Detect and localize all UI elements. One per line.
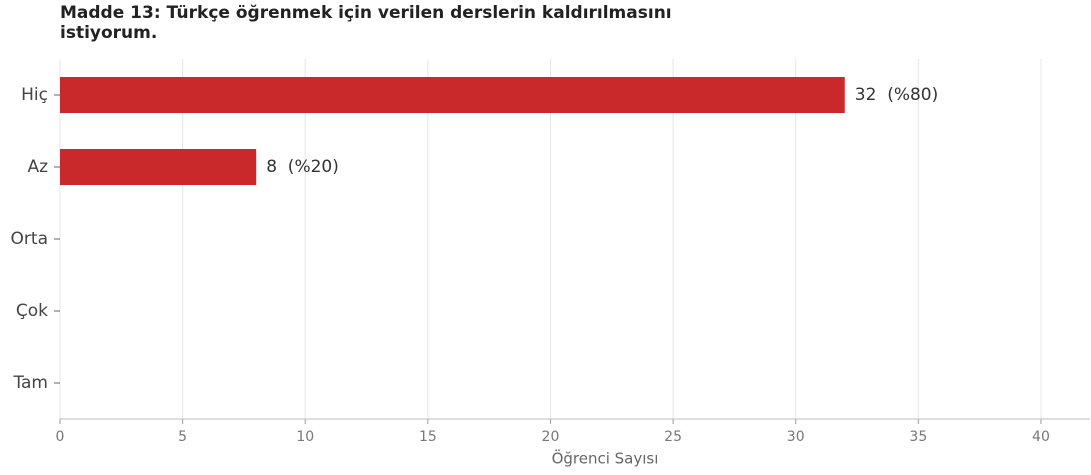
- y-tick-label: Orta: [11, 229, 48, 249]
- x-tick-label: 5: [178, 429, 187, 445]
- x-tick-label: 0: [56, 429, 65, 445]
- y-tick-label: Hiç: [21, 85, 48, 105]
- x-tick-label: 30: [787, 429, 805, 445]
- x-axis-label: Öğrenci Sayısı: [552, 449, 659, 468]
- value-label: 8 (%20): [266, 157, 339, 177]
- x-tick-label: 20: [542, 429, 560, 445]
- bar: [60, 77, 845, 113]
- bar: [60, 149, 257, 185]
- x-tick-label: 40: [1032, 429, 1050, 445]
- value-label: 32 (%80): [855, 85, 939, 105]
- y-tick-label: Çok: [16, 301, 48, 321]
- x-tick-label: 15: [419, 429, 437, 445]
- chart-title: Madde 13: Türkçe öğrenmek için verilen d…: [60, 3, 672, 43]
- y-tick-label: Tam: [12, 373, 48, 393]
- x-tick-label: 10: [296, 429, 314, 445]
- y-tick-label: Az: [27, 157, 48, 177]
- x-tick-label: 25: [664, 429, 682, 445]
- x-tick-label: 35: [909, 429, 927, 445]
